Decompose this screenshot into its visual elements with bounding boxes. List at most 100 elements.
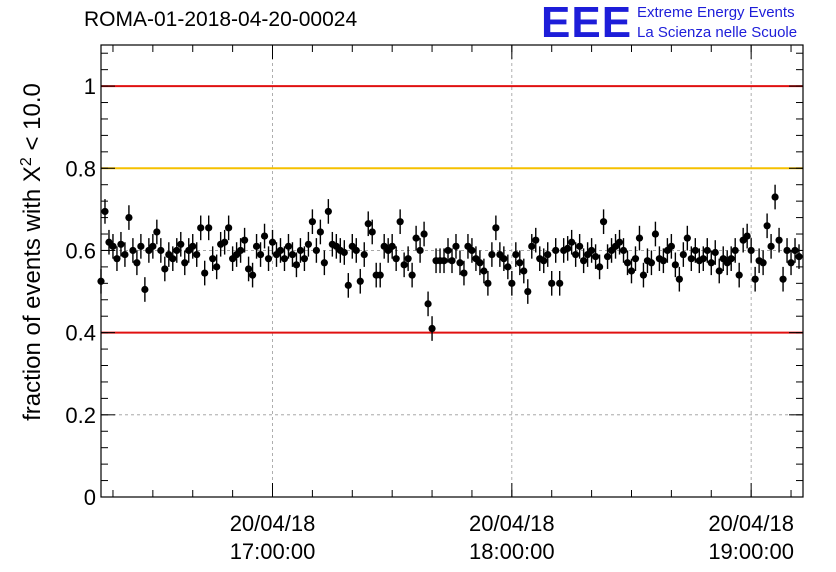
data-point bbox=[400, 261, 408, 269]
data-point bbox=[619, 246, 628, 255]
data-point bbox=[237, 246, 245, 255]
data-point bbox=[484, 279, 492, 287]
data-point bbox=[149, 242, 157, 250]
y-tick-label: 0.2 bbox=[65, 403, 96, 428]
x-tick-date-label: 20/04/18 bbox=[469, 511, 555, 536]
data-point bbox=[101, 207, 109, 216]
data-point bbox=[264, 255, 273, 263]
data-point bbox=[173, 246, 181, 255]
data-point bbox=[683, 234, 691, 242]
data-point bbox=[595, 263, 604, 271]
data-point bbox=[599, 218, 608, 226]
y-axis-label-exponent: 2 bbox=[18, 157, 35, 166]
data-point bbox=[344, 281, 352, 289]
data-point bbox=[544, 250, 552, 259]
data-point bbox=[512, 250, 520, 259]
data-point bbox=[727, 255, 735, 263]
data-point bbox=[703, 246, 711, 255]
data-point bbox=[117, 240, 125, 248]
y-tick-label: 0 bbox=[84, 485, 96, 510]
data-point bbox=[161, 265, 169, 273]
data-point bbox=[591, 253, 600, 261]
data-point bbox=[767, 242, 775, 250]
data-point bbox=[659, 257, 667, 265]
data-point bbox=[137, 242, 145, 250]
data-point bbox=[735, 271, 743, 279]
logo-line-2: La Scienza nelle Scuole bbox=[637, 24, 798, 41]
data-point bbox=[564, 244, 572, 252]
data-point bbox=[524, 287, 532, 296]
data-point bbox=[368, 228, 376, 236]
data-points bbox=[97, 184, 803, 341]
data-point bbox=[452, 242, 460, 250]
data-point bbox=[260, 232, 269, 240]
y-axis-label-suffix: < 10.0 bbox=[19, 83, 46, 150]
data-point bbox=[181, 259, 189, 267]
x-tick-time-label: 19:00:00 bbox=[708, 539, 794, 564]
data-point bbox=[169, 255, 177, 263]
data-point bbox=[404, 255, 412, 263]
y-axis-label-symbol: X bbox=[19, 166, 46, 182]
data-point bbox=[699, 255, 707, 263]
data-point bbox=[771, 193, 779, 201]
data-point bbox=[276, 246, 285, 255]
data-point bbox=[675, 275, 683, 283]
data-point bbox=[747, 246, 755, 255]
data-point bbox=[568, 238, 576, 246]
reference-lines bbox=[101, 85, 803, 334]
data-point bbox=[532, 236, 540, 244]
data-point bbox=[520, 267, 528, 275]
data-point bbox=[795, 253, 803, 261]
data-point bbox=[284, 242, 293, 250]
x-tick-labels: 20/04/18 17:00:00 20/04/18 18:00:00 20/04/18… bbox=[230, 511, 794, 564]
data-point bbox=[647, 259, 656, 267]
data-point bbox=[392, 255, 400, 263]
data-point bbox=[456, 259, 464, 267]
data-point bbox=[508, 279, 516, 287]
data-point bbox=[157, 246, 165, 255]
x-tick-date-label: 20/04/18 bbox=[230, 511, 316, 536]
data-point bbox=[552, 246, 560, 255]
data-point bbox=[408, 271, 416, 279]
data-point bbox=[603, 253, 612, 261]
axis-ticks bbox=[101, 45, 803, 498]
data-point bbox=[240, 236, 249, 244]
data-point bbox=[256, 250, 265, 259]
y-tick-labels: 0 0.2 0.4 0.6 0.8 1 bbox=[65, 74, 96, 510]
data-point bbox=[548, 279, 556, 287]
data-point bbox=[743, 232, 751, 240]
data-point bbox=[189, 242, 197, 250]
data-point bbox=[460, 269, 468, 277]
data-point bbox=[667, 242, 675, 250]
data-point bbox=[113, 255, 121, 263]
data-point bbox=[775, 236, 783, 244]
data-point bbox=[759, 259, 767, 267]
data-point bbox=[639, 271, 648, 279]
data-point bbox=[141, 285, 149, 294]
data-point bbox=[312, 246, 320, 255]
data-point bbox=[623, 259, 632, 267]
data-point bbox=[711, 248, 719, 257]
data-point bbox=[121, 250, 129, 259]
y-tick-label: 0.8 bbox=[65, 156, 96, 181]
data-point bbox=[488, 250, 496, 259]
data-point bbox=[572, 250, 580, 259]
y-tick-label: 0.4 bbox=[65, 321, 96, 346]
data-point bbox=[125, 213, 133, 222]
data-point bbox=[304, 240, 313, 248]
data-point bbox=[252, 242, 261, 250]
eee-logo-mark: EEE bbox=[541, 0, 633, 47]
data-point bbox=[627, 267, 636, 275]
data-point bbox=[556, 279, 564, 287]
data-point bbox=[480, 267, 488, 275]
data-point bbox=[248, 271, 257, 279]
data-point bbox=[476, 259, 484, 267]
data-point bbox=[687, 255, 695, 263]
data-point bbox=[504, 263, 512, 271]
data-point bbox=[300, 255, 309, 263]
data-point bbox=[448, 257, 456, 265]
data-point bbox=[209, 255, 217, 263]
data-point bbox=[213, 263, 221, 271]
data-point bbox=[340, 248, 348, 257]
data-point bbox=[412, 234, 420, 242]
